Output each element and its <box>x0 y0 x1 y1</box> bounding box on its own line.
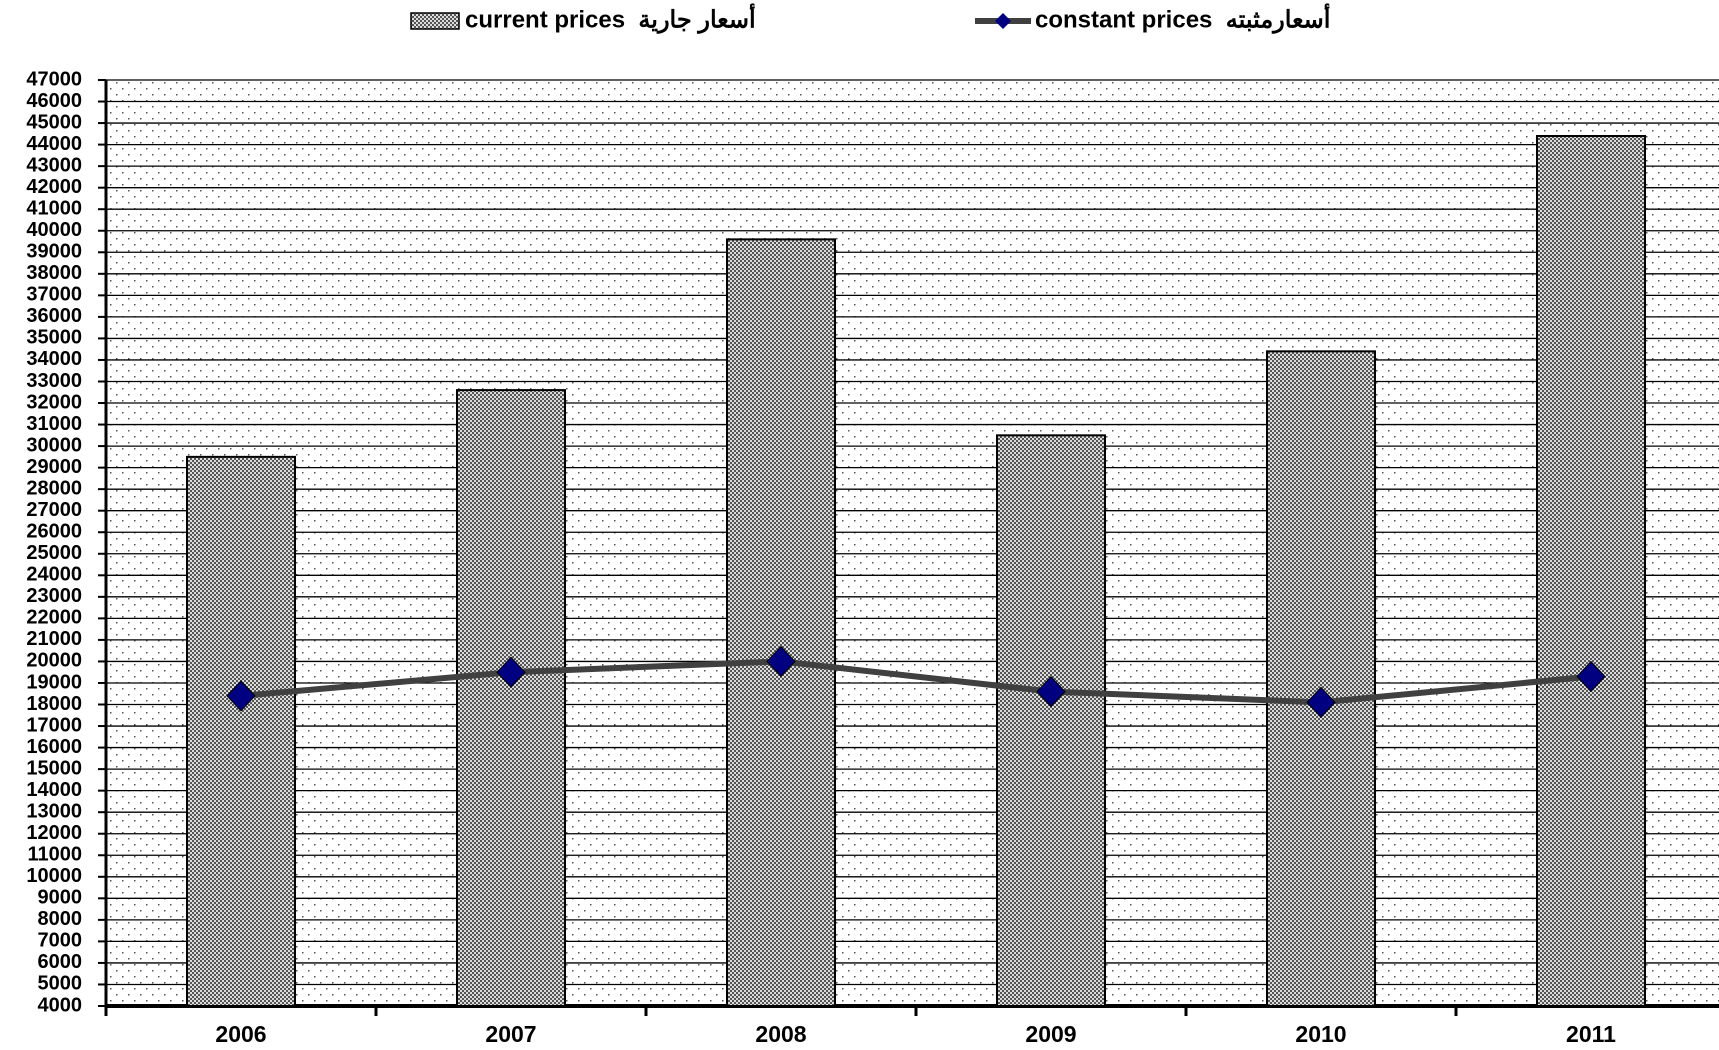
y-tick-label: 16000 <box>26 736 82 758</box>
bar <box>996 434 1106 1008</box>
y-tick-label: 4000 <box>38 994 83 1016</box>
y-tick-label: 30000 <box>26 434 82 456</box>
x-tick-label: 2008 <box>755 1021 806 1047</box>
legend-label: constant prices أسعارمثبته <box>1035 1 1330 34</box>
y-tick-label: 46000 <box>26 90 82 112</box>
y-tick-label: 33000 <box>26 370 82 392</box>
y-tick-label: 14000 <box>26 779 82 801</box>
marker <box>1576 660 1606 693</box>
y-tick-label: 15000 <box>26 757 82 779</box>
y-tick-label: 26000 <box>26 521 82 543</box>
y-tick-label: 28000 <box>26 477 82 499</box>
y-tick-label: 34000 <box>26 348 82 370</box>
y-tick-label: 10000 <box>26 865 82 887</box>
y-tick-label: 5000 <box>38 973 83 995</box>
y-tick-label: 43000 <box>26 154 82 176</box>
marker <box>1306 686 1336 719</box>
y-tick-label: 36000 <box>26 305 82 327</box>
y-tick-label: 19000 <box>26 671 82 693</box>
bar <box>1536 134 1646 1007</box>
y-tick-label: 22000 <box>26 607 82 629</box>
x-tick-label: 2009 <box>1025 1021 1076 1047</box>
bar <box>726 238 836 1007</box>
y-tick-label: 37000 <box>26 284 82 306</box>
y-tick-label: 44000 <box>26 133 82 155</box>
y-tick-label: 9000 <box>38 887 83 909</box>
y-tick-label: 18000 <box>26 693 82 715</box>
y-tick-label: 12000 <box>26 822 82 844</box>
y-tick-label: 38000 <box>26 262 82 284</box>
marker <box>496 656 526 688</box>
y-tick-label: 40000 <box>26 219 82 241</box>
line <box>240 658 1592 706</box>
y-tick-label: 39000 <box>26 241 82 263</box>
y-tick-label: 11000 <box>27 844 82 866</box>
bar <box>456 389 566 1007</box>
y-tick-label: 17000 <box>26 714 82 736</box>
x-tick-label: 2006 <box>215 1021 266 1047</box>
y-tick-label: 7000 <box>38 930 83 952</box>
y-tick-label: 31000 <box>26 413 82 435</box>
legend-marker <box>995 13 1011 29</box>
marker <box>1036 675 1066 708</box>
x-tick-label: 2007 <box>485 1021 536 1047</box>
y-tick-label: 27000 <box>26 499 82 521</box>
y-tick-label: 32000 <box>26 391 82 413</box>
legend-swatch <box>410 12 460 30</box>
y-tick-label: 6000 <box>38 951 83 973</box>
y-tick-label: 25000 <box>26 542 82 564</box>
bar <box>186 455 296 1007</box>
y-tick-label: 20000 <box>26 650 82 672</box>
y-tick-label: 24000 <box>26 564 82 586</box>
y-tick-label: 23000 <box>26 585 82 607</box>
y-tick-label: 35000 <box>26 327 82 349</box>
y-tick-label: 42000 <box>26 176 82 198</box>
legend-label: current prices أسعار جارية <box>465 1 756 34</box>
marker <box>766 645 796 678</box>
y-tick-label: 21000 <box>26 628 82 650</box>
y-tick-label: 41000 <box>26 197 82 219</box>
x-tick-label: 2011 <box>1566 1021 1616 1047</box>
y-tick-label: 13000 <box>26 800 82 822</box>
y-tick-label: 29000 <box>26 456 82 478</box>
y-tick-label: 45000 <box>26 111 82 133</box>
bar <box>1266 350 1376 1007</box>
plot-background <box>106 80 1719 1006</box>
y-tick-label: 47000 <box>26 68 82 90</box>
marker <box>226 680 256 712</box>
x-tick-label: 2010 <box>1295 1021 1346 1047</box>
y-tick-label: 8000 <box>38 908 83 930</box>
